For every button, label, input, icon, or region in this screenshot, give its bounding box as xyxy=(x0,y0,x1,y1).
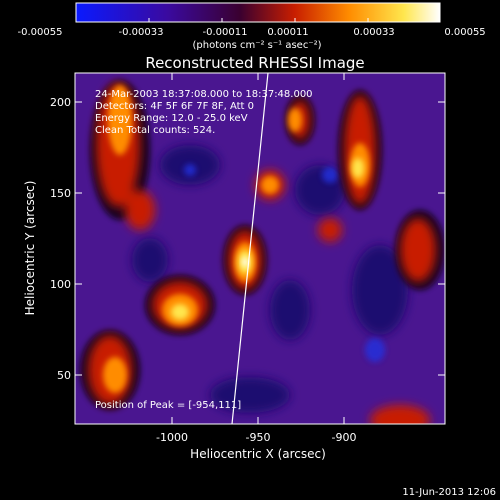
colorbar-units: (photons cm⁻² s⁻¹ asec⁻²) xyxy=(192,40,321,51)
y-tick-150: 150 xyxy=(50,187,71,200)
energy-range-label: Energy Range: 12.0 - 25.0 keV xyxy=(95,113,248,124)
colorbar-tick-5: 0.00055 xyxy=(444,27,485,38)
method-counts-label: Clean Total counts: 524. xyxy=(95,125,215,136)
rhessi-map xyxy=(75,73,445,424)
date-stamp: 11-Jun-2013 12:06 xyxy=(402,487,496,498)
peak-source xyxy=(242,257,248,267)
y-tick-100: 100 xyxy=(50,278,71,291)
colorbar-gradient xyxy=(75,2,441,23)
y-tick-50: 50 xyxy=(57,369,71,382)
colorbar-tick-0: -0.00055 xyxy=(18,27,63,38)
colorbar-tick-1: -0.00033 xyxy=(119,27,164,38)
colorbar-tick-2: -0.00011 xyxy=(203,27,248,38)
x-tick-minus-1000: -1000 xyxy=(156,431,188,444)
colorbar-tick-4: 0.00033 xyxy=(353,27,394,38)
time-range-label: 24-Mar-2003 18:37:08.000 to 18:37:48.000 xyxy=(95,89,313,100)
x-tick-minus-900: -900 xyxy=(332,431,357,444)
colorbar: -0.00055 -0.00033 -0.00011 0.00011 0.000… xyxy=(18,2,486,51)
x-axis xyxy=(171,73,345,424)
plot-frame xyxy=(74,72,446,425)
peak-position-label: Position of Peak = [-954,111] xyxy=(95,400,241,411)
image-title: Reconstructed RHESSI Image xyxy=(145,54,364,72)
x-tick-minus-950: -950 xyxy=(246,431,271,444)
x-axis-label: Heliocentric X (arcsec) xyxy=(190,447,326,461)
y-tick-200: 200 xyxy=(50,96,71,109)
colorbar-tick-3: 0.00011 xyxy=(267,27,308,38)
solar-limb-line xyxy=(231,73,269,424)
y-axis-label: Heliocentric Y (arcsec) xyxy=(23,181,37,316)
annotation-block: 24-Mar-2003 18:37:08.000 to 18:37:48.000… xyxy=(95,89,313,411)
detectors-label: Detectors: 4F 5F 6F 7F 8F, Att 0 xyxy=(95,101,254,112)
y-axis xyxy=(75,101,445,376)
